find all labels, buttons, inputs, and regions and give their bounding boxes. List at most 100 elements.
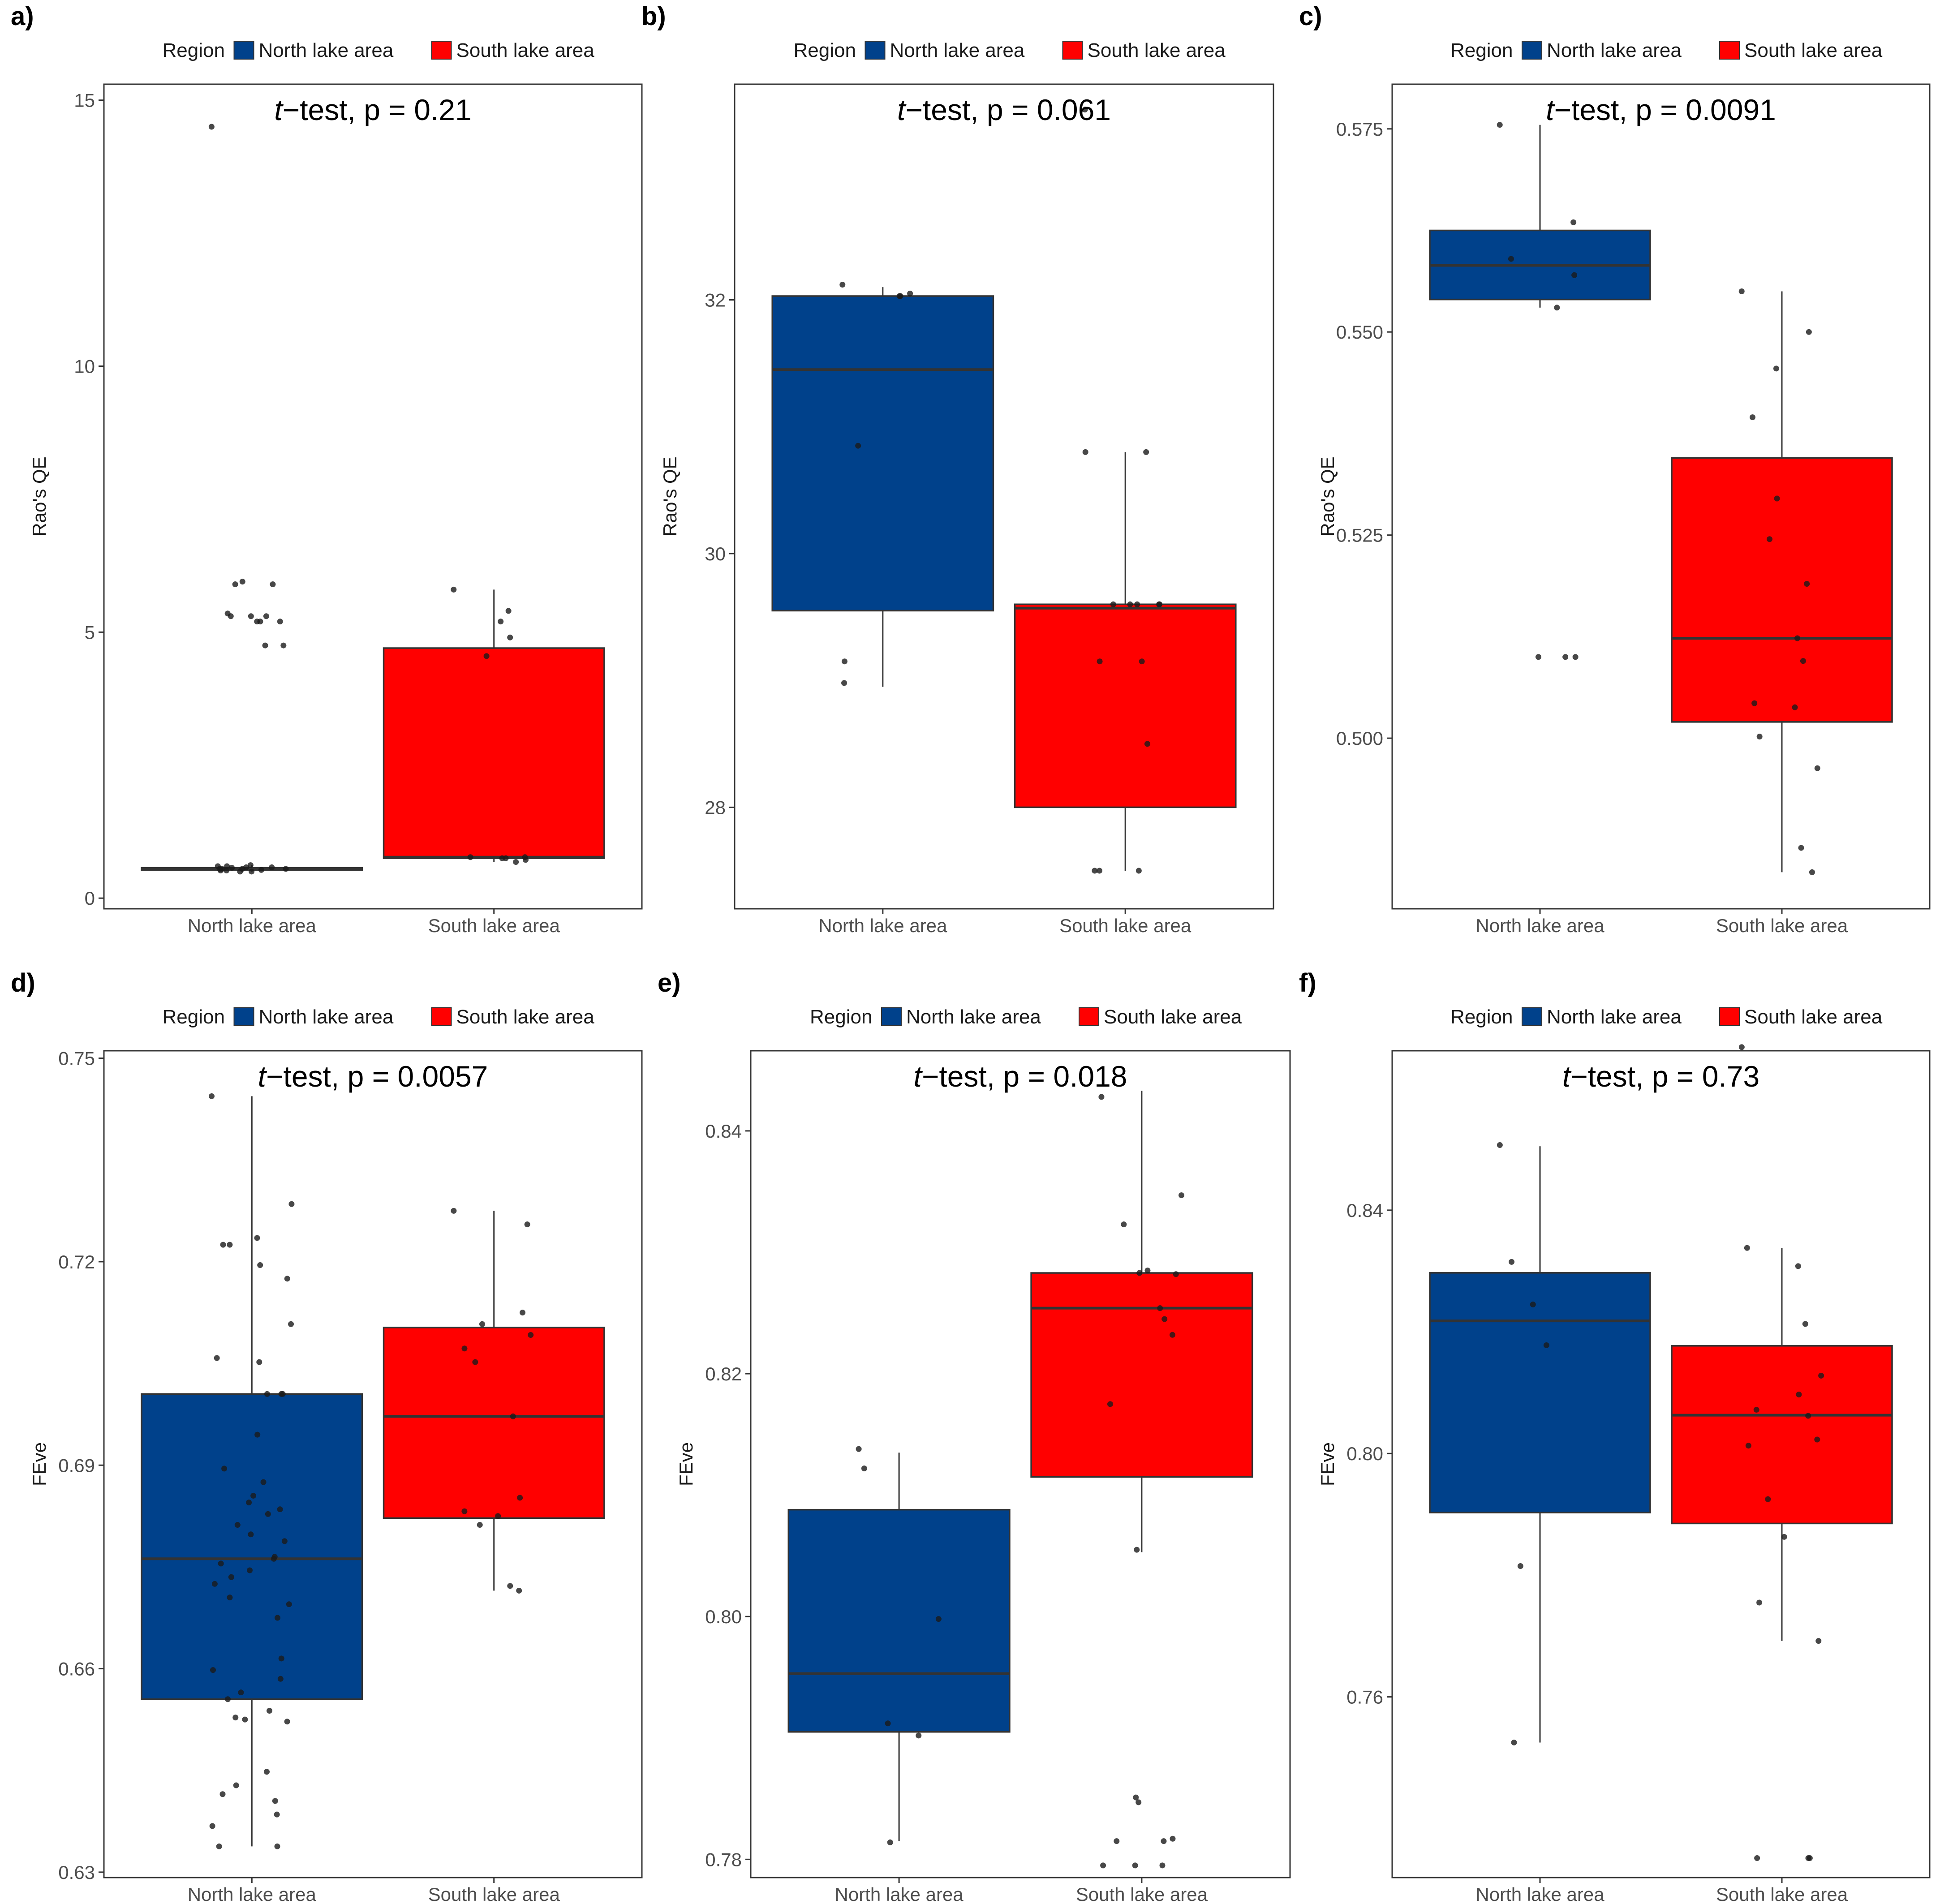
y-tick-label: 0.63 — [58, 1862, 95, 1883]
panel-e: e) Region North lake area South lake area 0.… — [658, 968, 1291, 1904]
panel-d: d) Region North lake area South lake area 0.… — [11, 968, 643, 1904]
box-south — [1030, 1091, 1253, 1869]
data-point — [1110, 601, 1116, 607]
data-point — [887, 1839, 893, 1845]
data-point — [1796, 1391, 1802, 1397]
data-point — [229, 865, 235, 871]
y-tick-label: 0.69 — [58, 1455, 95, 1476]
legend-label-north: North lake area — [890, 39, 1025, 61]
legend-title: Region — [810, 1006, 872, 1028]
legend-title: Region — [163, 39, 225, 61]
data-point — [1143, 449, 1149, 455]
y-axis-label: FEve — [29, 1442, 50, 1486]
legend-label-north: North lake area — [1547, 1006, 1682, 1028]
ttest-annotation: t−test, p = 0.73 — [1562, 1060, 1759, 1093]
x-tick-label: South lake area — [1716, 1884, 1848, 1904]
data-point — [274, 1843, 280, 1849]
data-point — [1535, 654, 1541, 660]
data-point — [278, 1655, 284, 1662]
panel-letter: d) — [11, 968, 35, 997]
y-tick-label: 0.575 — [1336, 119, 1383, 140]
data-point — [1134, 601, 1140, 607]
legend-label-south: South lake area — [1744, 39, 1883, 61]
data-point — [1132, 1862, 1138, 1869]
data-point — [896, 293, 903, 299]
data-point — [256, 1359, 262, 1365]
data-point — [1756, 733, 1763, 739]
plot-frame — [103, 1050, 643, 1878]
legend-label-south: South lake area — [456, 39, 595, 61]
data-point — [1082, 107, 1088, 113]
legend-label-north: North lake area — [906, 1006, 1041, 1028]
y-tick-label: 0 — [85, 888, 95, 909]
data-point — [1159, 1862, 1166, 1869]
data-point — [522, 854, 528, 860]
data-point — [232, 581, 238, 587]
box-north — [1429, 122, 1651, 660]
x-tick-label: South lake area — [1076, 1884, 1208, 1904]
legend-label-north: North lake area — [1547, 39, 1682, 61]
data-point — [1806, 329, 1812, 335]
legend-key-north — [233, 1007, 254, 1026]
plot-frame — [734, 83, 1274, 910]
data-point — [1169, 1332, 1175, 1338]
data-point — [483, 653, 490, 659]
ttest-name: t — [913, 1060, 923, 1093]
data-point — [247, 862, 254, 868]
legend-title: Region — [794, 39, 856, 61]
data-point — [1173, 1271, 1179, 1277]
data-point — [1509, 1259, 1515, 1265]
data-point — [280, 1391, 286, 1397]
data-point — [243, 864, 249, 870]
ttest-suffix: −test, p = — [905, 93, 1037, 126]
ttest-name: t — [1562, 1060, 1572, 1093]
legend: Region North lake area South lake area — [810, 1006, 1242, 1028]
data-point — [1774, 495, 1780, 502]
box-south — [1671, 1044, 1893, 1861]
data-point — [224, 610, 231, 617]
panel-letter: e) — [658, 968, 681, 997]
legend-key-south — [1062, 41, 1083, 60]
legend: Region North lake area South lake area — [794, 39, 1226, 61]
panel-a: a) Region North lake area South lake area 0 5… — [11, 2, 643, 936]
y-tick-label: 0.80 — [1346, 1443, 1383, 1464]
data-point — [224, 867, 230, 873]
data-point — [242, 1716, 248, 1723]
panel-letter: a) — [11, 2, 34, 31]
data-point — [477, 1522, 483, 1528]
data-point — [272, 1798, 278, 1804]
ttest-name: t — [258, 1060, 267, 1093]
plot-frame — [103, 83, 643, 910]
data-point — [517, 1495, 523, 1501]
data-point — [246, 1500, 252, 1506]
y-axis-label: Rao's QE — [1317, 456, 1338, 536]
y-tick-label: 32 — [705, 289, 726, 310]
data-point — [1134, 1547, 1140, 1553]
data-point — [1121, 1221, 1127, 1228]
panel-f: f) Region North lake area South lake area 0.… — [1299, 968, 1931, 1904]
y-tick-label: 0.76 — [1346, 1687, 1383, 1708]
data-point — [280, 642, 287, 649]
data-point — [217, 867, 224, 873]
data-point — [1136, 1799, 1142, 1805]
data-point — [467, 854, 473, 860]
data-point — [1781, 1534, 1787, 1540]
data-point — [1100, 1862, 1106, 1869]
data-point — [1127, 601, 1133, 607]
plot-frame — [1391, 83, 1931, 910]
legend-key-north — [233, 41, 254, 60]
data-point — [220, 1242, 226, 1248]
data-point — [841, 658, 847, 665]
data-point — [855, 443, 861, 449]
data-point — [281, 1538, 288, 1544]
ttest-suffix: −test, p = — [1554, 93, 1686, 126]
legend-key-south — [1719, 41, 1740, 60]
data-point — [288, 1201, 295, 1207]
box-north — [141, 1093, 363, 1849]
legend-key-south — [431, 41, 452, 60]
ttest-annotation: t−test, p = 0.21 — [274, 93, 471, 126]
ttest-name: t — [1546, 93, 1555, 126]
data-point — [503, 855, 509, 861]
y-axis-label: Rao's QE — [29, 456, 50, 536]
ttest-suffix: −test, p = — [266, 1060, 398, 1093]
